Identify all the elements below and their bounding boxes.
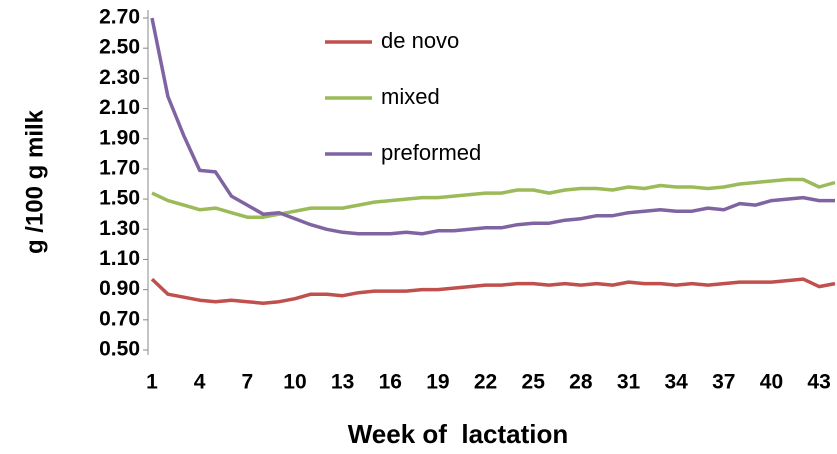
legend-label: de novo bbox=[381, 28, 459, 53]
y-tick-label: 2.30 bbox=[99, 66, 140, 89]
x-tick-label: 22 bbox=[474, 371, 497, 394]
y-tick-label: 0.50 bbox=[99, 338, 140, 361]
x-tick-label: 25 bbox=[522, 371, 546, 394]
x-tick-label: 7 bbox=[241, 371, 253, 394]
series-line bbox=[151, 177, 836, 219]
series-line bbox=[150, 17, 835, 236]
y-tick-label: 2.70 bbox=[99, 6, 140, 29]
x-tick-label: 43 bbox=[807, 371, 830, 394]
x-tick-label: 10 bbox=[283, 371, 306, 394]
x-tick-label: 19 bbox=[426, 371, 449, 394]
series-line bbox=[150, 277, 836, 305]
y-tick-label: 2.10 bbox=[99, 96, 140, 119]
x-tick-label: 34 bbox=[664, 371, 688, 394]
legend-label: preformed bbox=[381, 140, 481, 165]
x-tick-label: 4 bbox=[194, 371, 206, 394]
x-tick-label: 37 bbox=[712, 371, 735, 394]
y-tick-label: 1.50 bbox=[99, 187, 140, 210]
x-tick-label: 31 bbox=[617, 371, 641, 394]
x-axis-label: Week of lactation bbox=[348, 419, 569, 449]
x-tick-label: 16 bbox=[379, 371, 402, 394]
x-tick-label: 40 bbox=[760, 371, 783, 394]
y-tick-label: 2.50 bbox=[99, 36, 140, 59]
legend-label: mixed bbox=[381, 84, 440, 109]
y-tick-label: 1.30 bbox=[99, 217, 140, 240]
y-tick-label: 1.90 bbox=[99, 126, 140, 149]
y-axis-label: g /100 g milk bbox=[21, 109, 48, 254]
y-tick-label: 1.10 bbox=[99, 247, 140, 270]
y-tick-label: 0.70 bbox=[99, 307, 140, 330]
y-tick-label: 1.70 bbox=[99, 156, 140, 179]
y-tick-label: 0.90 bbox=[99, 277, 140, 300]
x-tick-label: 1 bbox=[146, 371, 158, 394]
x-tick-label: 28 bbox=[569, 371, 593, 394]
x-tick-label: 13 bbox=[331, 371, 354, 394]
